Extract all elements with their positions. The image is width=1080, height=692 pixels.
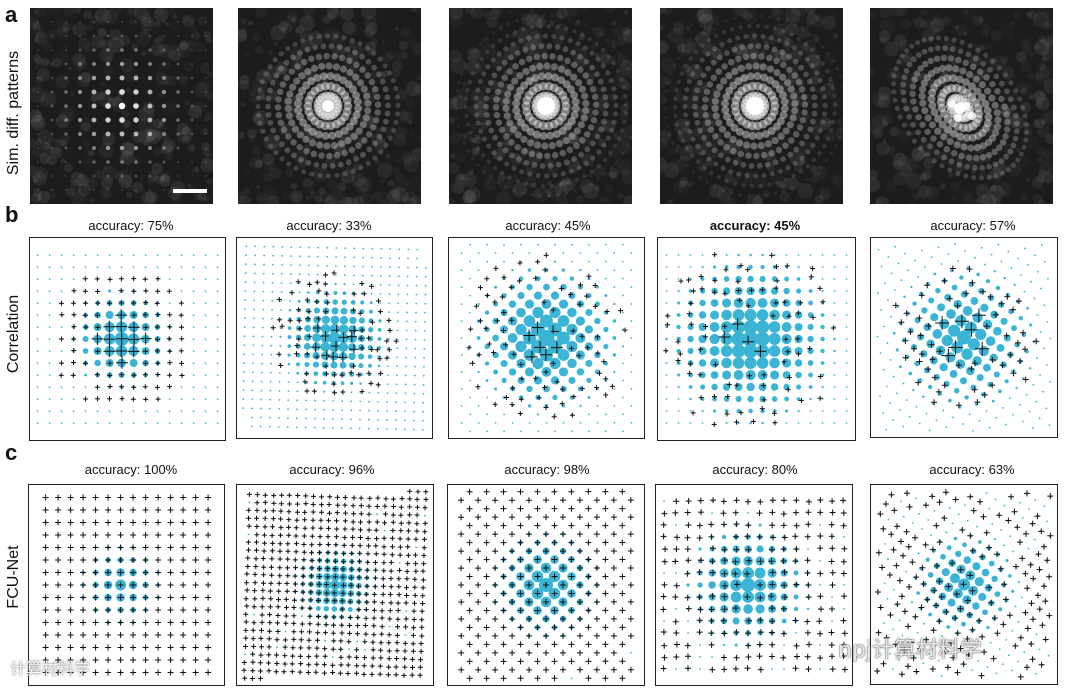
- diffraction-pattern-4: [660, 8, 843, 204]
- row-label-correlation: Correlation: [5, 294, 22, 374]
- diffraction-pattern-5: [870, 8, 1053, 204]
- accuracy-label-b5: accuracy: 57%: [930, 218, 1016, 233]
- accuracy-label-c1: accuracy: 100%: [84, 462, 178, 477]
- fcu-net-map-2: [236, 484, 434, 686]
- watermark-right: npj计算材料学: [838, 638, 983, 663]
- accuracy-label-b2: accuracy: 33%: [286, 218, 372, 233]
- row-label-fcu-net: FCU-Net: [5, 545, 22, 609]
- fcu-net-map-5: [870, 484, 1058, 685]
- scale-bar: [173, 189, 207, 193]
- correlation-map-1: [29, 237, 226, 441]
- accuracy-label-c5: accuracy: 63%: [929, 462, 1015, 477]
- diffraction-pattern-2: [238, 8, 421, 204]
- accuracy-label-c2: accuracy: 96%: [289, 462, 375, 477]
- accuracy-label-b4: accuracy: 45%: [709, 218, 801, 233]
- diffraction-pattern-3: [449, 8, 632, 204]
- fcu-net-map-3: [447, 484, 645, 686]
- watermark-left: 计算材料学: [10, 659, 91, 678]
- diffraction-pattern-1: [30, 8, 213, 204]
- correlation-map-2: [236, 237, 433, 439]
- fcu-net-map-4: [655, 484, 853, 686]
- row-label-sim-diff: Sim. diff. patterns: [5, 50, 22, 176]
- panel-letter-c: c: [5, 440, 18, 465]
- accuracy-label-c4: accuracy: 80%: [712, 462, 798, 477]
- correlation-map-4: [657, 237, 856, 441]
- fcu-net-map-1: [28, 484, 225, 686]
- panel-letter-a: a: [5, 2, 18, 27]
- accuracy-label-b3: accuracy: 45%: [505, 218, 591, 233]
- accuracy-label-b1: accuracy: 75%: [88, 218, 174, 233]
- correlation-map-5: [870, 237, 1058, 438]
- panel-letter-b: b: [5, 202, 19, 227]
- accuracy-label-c3: accuracy: 98%: [504, 462, 590, 477]
- correlation-map-3: [448, 237, 645, 439]
